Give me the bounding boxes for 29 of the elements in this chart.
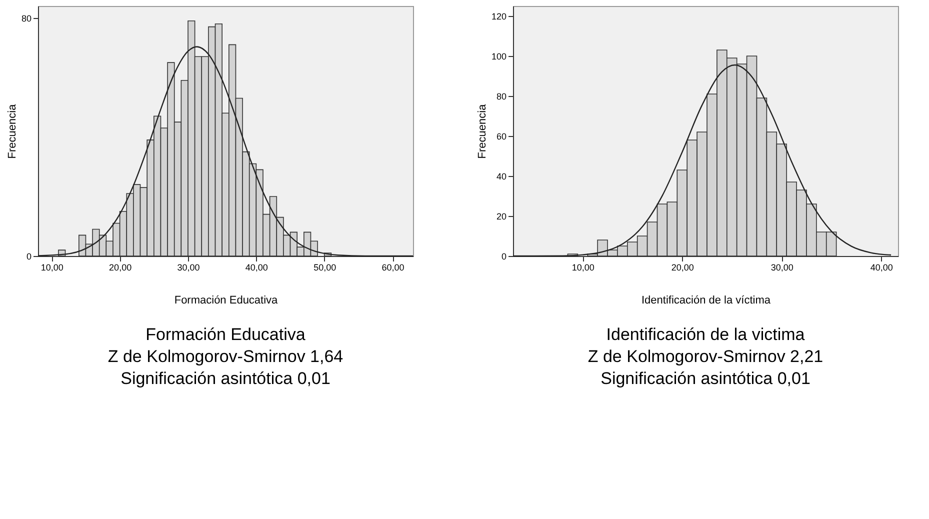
- x-tick-label: 60,00: [382, 262, 404, 272]
- y-axis-title: Frecuencia: [6, 103, 18, 159]
- y-tick-label: 80: [496, 92, 506, 102]
- x-tick-label: 20,00: [109, 262, 132, 272]
- text: Significación asintótica 0,01: [120, 369, 330, 388]
- y-tick-label: 120: [491, 12, 506, 22]
- x-axis-title: Identificación de la víctima: [641, 294, 772, 306]
- x-axis-title: Formación Educativa: [174, 294, 279, 306]
- y-tick-label: 0: [501, 252, 506, 262]
- text: Formación Educativa: [146, 325, 306, 344]
- x-tick-label: 30,00: [770, 262, 794, 272]
- y-tick-label: 20: [496, 212, 506, 222]
- x-tick-label: 10,00: [40, 262, 64, 272]
- y-tick-label: 100: [491, 52, 506, 62]
- x-tick-label: 10,00: [572, 262, 594, 272]
- text: Significación asintótica 0,01: [600, 369, 810, 388]
- x-tick-label: 50,00: [314, 262, 336, 272]
- y-tick-label: 40: [496, 172, 506, 182]
- x-tick-label: 40,00: [245, 262, 268, 272]
- y-tick-label: 80: [21, 13, 32, 24]
- x-tick-label: 30,00: [177, 262, 200, 272]
- text: Z de Kolmogorov-Smirnov 2,21: [588, 347, 824, 366]
- y-tick-label: 0: [26, 252, 32, 262]
- y-axis-title: Frecuencia: [476, 103, 488, 159]
- text: Identificación de la victima: [606, 325, 806, 344]
- x-tick-label: 40,00: [870, 262, 893, 272]
- y-tick-label: 60: [496, 132, 506, 142]
- text: Z de Kolmogorov-Smirnov 1,64: [108, 347, 344, 366]
- x-tick-label: 20,00: [671, 262, 694, 272]
